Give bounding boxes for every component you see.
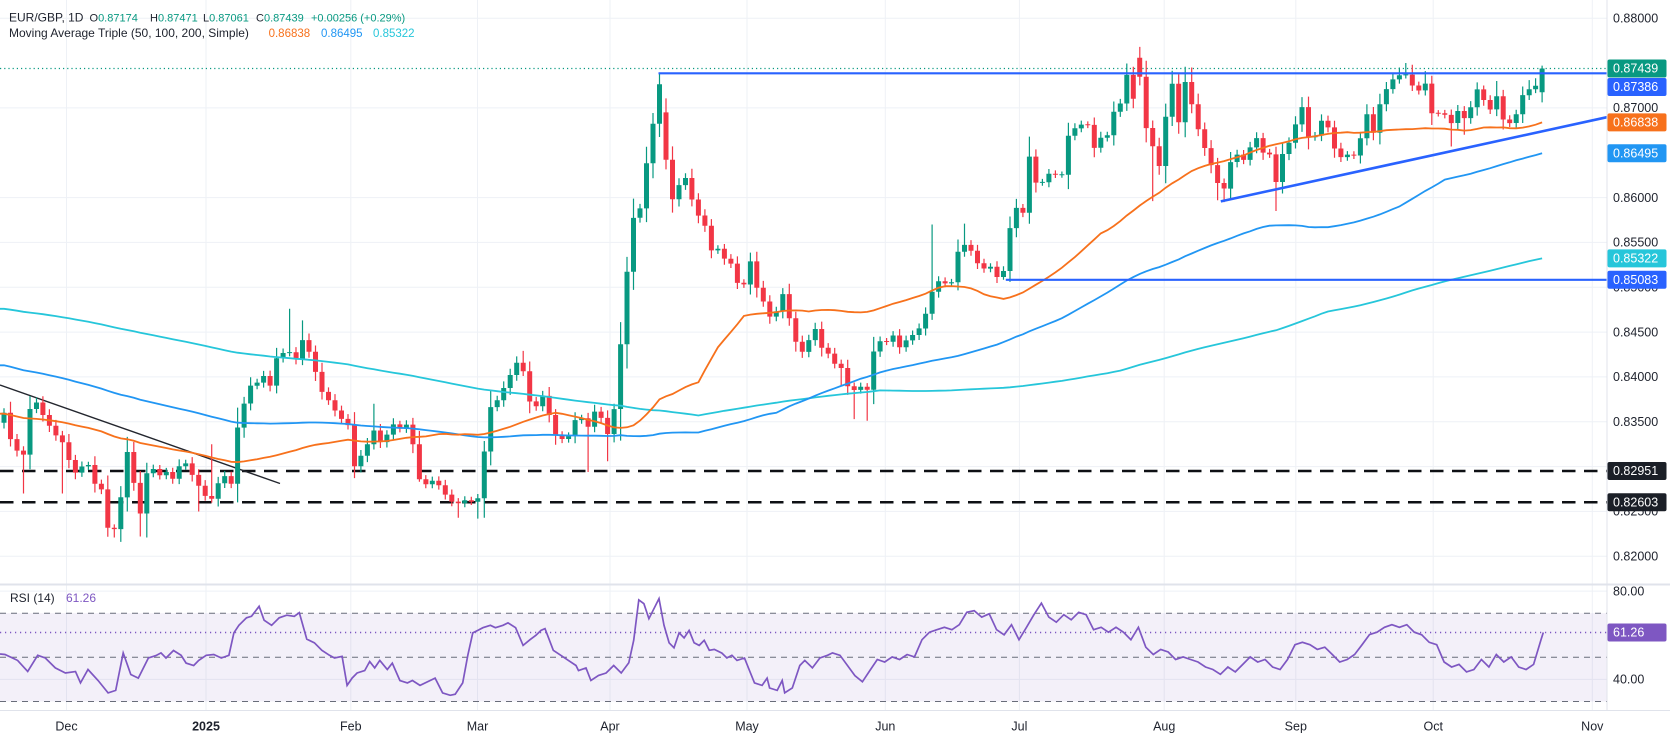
svg-text:H0.87471: H0.87471 [150,13,198,25]
svg-text:+0.00256 (+0.29%): +0.00256 (+0.29%) [311,13,405,25]
svg-text:0.86495: 0.86495 [1613,146,1658,160]
svg-text:0.86838: 0.86838 [269,28,311,40]
svg-text:Jul: Jul [1011,720,1027,734]
svg-text:Oct: Oct [1423,720,1443,734]
svg-text:0.82000: 0.82000 [1613,550,1658,564]
svg-text:0.82951: 0.82951 [1613,464,1658,478]
svg-text:RSI (14): RSI (14) [10,591,55,605]
svg-text:80.00: 80.00 [1613,584,1644,598]
svg-text:0.85083: 0.85083 [1613,273,1658,287]
svg-text:Apr: Apr [600,720,619,734]
svg-text:0.86495: 0.86495 [321,28,363,40]
svg-text:0.87386: 0.87386 [1613,80,1658,94]
svg-text:C0.87439: C0.87439 [256,13,304,25]
svg-text:Dec: Dec [55,720,77,734]
svg-text:0.84500: 0.84500 [1613,325,1658,339]
svg-text:0.86838: 0.86838 [1613,116,1658,130]
svg-text:Sep: Sep [1285,720,1307,734]
svg-text:O0.87174: O0.87174 [90,13,138,25]
svg-text:61.26: 61.26 [66,591,96,605]
svg-text:0.83500: 0.83500 [1613,415,1658,429]
svg-text:Mar: Mar [467,720,489,734]
svg-text:0.88000: 0.88000 [1613,11,1658,25]
svg-text:61.26: 61.26 [1613,626,1644,640]
svg-text:2025: 2025 [192,720,220,734]
svg-text:40.00: 40.00 [1613,673,1644,687]
svg-text:Nov: Nov [1581,720,1604,734]
svg-text:Feb: Feb [340,720,362,734]
svg-text:Aug: Aug [1153,720,1175,734]
svg-text:May: May [735,720,759,734]
svg-text:0.87000: 0.87000 [1613,101,1658,115]
svg-text:Moving Average Triple (50, 100: Moving Average Triple (50, 100, 200, Sim… [9,26,249,40]
svg-text:0.82603: 0.82603 [1613,495,1658,509]
svg-text:0.86000: 0.86000 [1613,191,1658,205]
svg-text:0.85500: 0.85500 [1613,236,1658,250]
svg-text:0.87439: 0.87439 [1613,62,1658,76]
svg-text:0.84000: 0.84000 [1613,370,1658,384]
svg-text:0.85322: 0.85322 [373,28,415,40]
svg-text:Jun: Jun [875,720,895,734]
svg-text:0.85322: 0.85322 [1613,252,1658,266]
svg-text:L0.87061: L0.87061 [203,13,249,25]
svg-text:EUR/GBP, 1D: EUR/GBP, 1D [9,11,84,25]
